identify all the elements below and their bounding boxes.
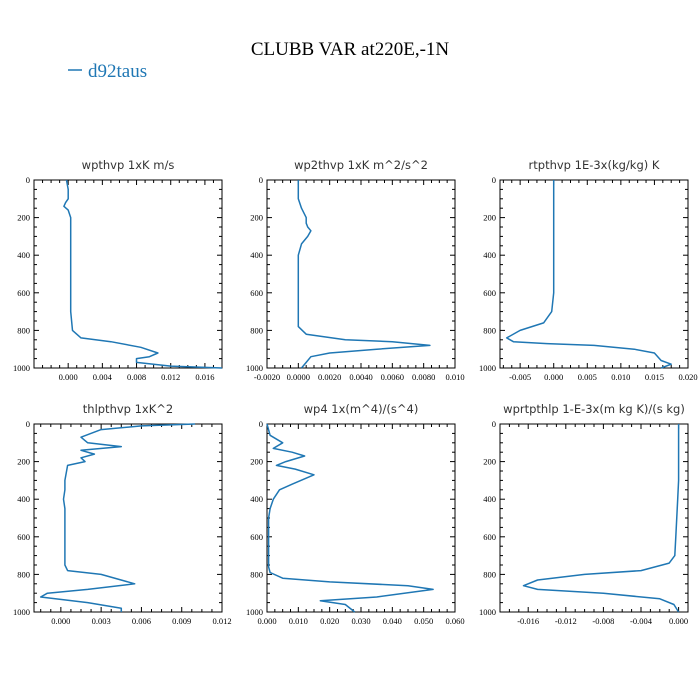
y-tick-label: 200 (250, 457, 263, 467)
y-tick-label: 600 (250, 532, 263, 542)
x-tick-label: 0.020 (320, 616, 339, 626)
panel-4: thlpthvp 1xK^2 0 200 400 600 800 1000 0.000 0.00… (13, 402, 232, 626)
panel-title: wprtpthlp 1-E-3x(m kg K)/(s kg) (503, 402, 685, 416)
y-tick-label: 800 (250, 325, 263, 335)
y-tick-label: 400 (250, 494, 263, 504)
y-tick-label: 200 (17, 457, 30, 467)
y-tick-label: 400 (250, 250, 263, 260)
series-line-d92taus (266, 423, 434, 613)
x-tick-label: 0.040 (383, 616, 402, 626)
figure-title: CLUBB VAR at220E,-1N (251, 39, 450, 60)
x-tick-label: -0.005 (509, 372, 531, 382)
y-tick-label: 1000 (13, 607, 30, 617)
panel-3: rtpthvp 1E-3x(kg/kg) K 0 200 400 600 800 1000 -… (479, 158, 698, 382)
y-tick-label: 600 (483, 532, 496, 542)
y-tick-label: 0 (26, 175, 30, 185)
y-tick-label: 800 (250, 569, 263, 579)
y-tick-label: 600 (17, 288, 30, 298)
y-tick-label: 400 (17, 494, 30, 504)
x-tick-label: 0.0040 (349, 372, 372, 382)
panel-2: wp2thvp 1xK m^2/s^2 0 200 400 600 800 1000-0.0… (246, 158, 465, 382)
y-tick-label: 1000 (479, 363, 496, 373)
x-tick-label: 0.016 (195, 372, 214, 382)
y-tick-label: 400 (483, 494, 496, 504)
x-tick-label: 0.060 (445, 616, 464, 626)
x-tick-label: 0.0000 (287, 372, 310, 382)
panel-1: wpthvp 1xK m/s 0 200 400 600 800 1000 0.000 0.00… (13, 158, 223, 382)
plot-frame (33, 179, 223, 369)
x-tick-label: 0.012 (161, 372, 180, 382)
series-line-d92taus (297, 180, 431, 369)
panel-title: wp4 1x(m^4)/(s^4) (304, 402, 419, 416)
panel-6: wprtpthlp 1-E-3x(m kg K)/(s kg) 0 200 400 60… (479, 402, 689, 626)
series-line-d92taus (63, 179, 223, 369)
x-tick-label: 0.050 (414, 616, 433, 626)
x-tick-label: 0.0020 (318, 372, 341, 382)
x-tick-label: 0.012 (212, 616, 231, 626)
x-tick-label: -0.008 (592, 616, 614, 626)
x-tick-label: 0.010 (445, 372, 464, 382)
x-tick-label: 0.0060 (381, 372, 404, 382)
x-tick-label: -0.012 (555, 616, 577, 626)
legend-label: d92taus (88, 61, 147, 82)
y-tick-label: 1000 (246, 363, 263, 373)
series-line-d92taus (505, 180, 672, 369)
x-tick-label: 0.000 (51, 616, 70, 626)
y-tick-label: 200 (17, 213, 30, 223)
series-line-d92taus (522, 424, 680, 613)
panel-title: wpthvp 1xK m/s (82, 158, 175, 172)
legend: d92taus (68, 61, 147, 82)
x-tick-label: 0.030 (351, 616, 370, 626)
x-tick-label: -0.016 (517, 616, 539, 626)
y-tick-label: 1000 (13, 363, 30, 373)
x-tick-label: 0.003 (92, 616, 111, 626)
x-tick-label: 0.010 (289, 616, 308, 626)
y-tick-label: 200 (483, 213, 496, 223)
y-tick-label: 600 (483, 288, 496, 298)
y-tick-label: 0 (492, 419, 496, 429)
x-tick-label: -0.004 (630, 616, 653, 626)
y-tick-label: 400 (17, 250, 30, 260)
x-tick-label: 0.010 (611, 372, 630, 382)
y-tick-label: 600 (250, 288, 263, 298)
x-tick-label: 0.020 (678, 372, 697, 382)
y-tick-label: 800 (483, 569, 496, 579)
y-tick-label: 1000 (479, 607, 496, 617)
y-tick-label: 800 (483, 325, 496, 335)
plot-frame (33, 423, 223, 613)
x-tick-label: 0.0080 (412, 372, 435, 382)
x-tick-label: 0.000 (544, 372, 563, 382)
x-tick-label: 0.009 (172, 616, 191, 626)
y-tick-label: 0 (26, 419, 30, 429)
y-tick-label: 200 (483, 457, 496, 467)
panel-title: wp2thvp 1xK m^2/s^2 (294, 158, 428, 172)
x-tick-label: 0.000 (59, 372, 78, 382)
series-line-d92taus (39, 423, 196, 612)
panel-title: thlpthvp 1xK^2 (83, 402, 173, 416)
x-tick-label: 0.008 (127, 372, 146, 382)
x-tick-label: 0.005 (578, 372, 597, 382)
y-tick-label: 800 (17, 569, 30, 579)
y-tick-label: 0 (259, 175, 263, 185)
x-tick-label: 0.006 (132, 616, 151, 626)
x-tick-label: 0.000 (669, 616, 688, 626)
x-tick-label: 0.000 (257, 616, 276, 626)
y-tick-label: 400 (483, 250, 496, 260)
plot-frame (499, 179, 689, 369)
y-tick-label: 1000 (246, 607, 263, 617)
x-tick-label: 0.015 (645, 372, 664, 382)
y-tick-label: 0 (259, 419, 263, 429)
y-tick-label: 800 (17, 325, 30, 335)
y-tick-label: 600 (17, 532, 30, 542)
y-tick-label: 200 (250, 213, 263, 223)
x-tick-label: 0.004 (93, 372, 113, 382)
x-tick-label: -0.0020 (254, 372, 280, 382)
y-tick-label: 0 (492, 175, 496, 185)
panel-title: rtpthvp 1E-3x(kg/kg) K (529, 158, 660, 172)
